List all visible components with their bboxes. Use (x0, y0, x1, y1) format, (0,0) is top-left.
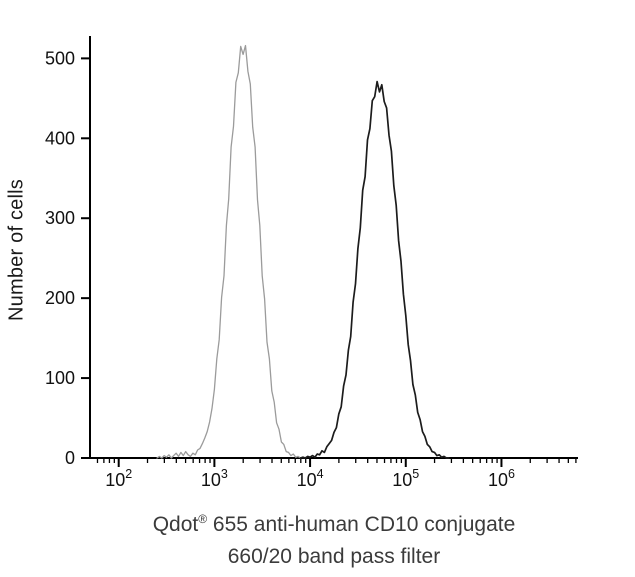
y-tick-label: 100 (45, 368, 75, 388)
caption-line-2: 660/20 band pass filter (227, 545, 441, 568)
registered-mark: ® (198, 512, 208, 526)
control-curve (156, 44, 306, 459)
caption-line-1: Qdot® 655 anti-human CD10 conjugate (34, 503, 634, 541)
y-axis-title: Number of cells (5, 179, 28, 321)
x-tick-label: 102 (105, 467, 132, 490)
x-tick-label: 103 (201, 467, 228, 490)
y-tick-label: 300 (45, 208, 75, 228)
chart-caption: Qdot® 655 anti-human CD10 conjugate 660/… (34, 503, 634, 573)
y-tick-label: 0 (65, 448, 75, 468)
y-tick-label: 200 (45, 288, 75, 308)
caption-rest: 655 anti-human CD10 conjugate (207, 513, 516, 536)
x-tick-label: 105 (392, 467, 419, 490)
caption-brand: Qdot (152, 513, 199, 536)
histogram-plot: 102 103 104 105 106 0 100 200 300 400 500 (45, 36, 578, 490)
stained-curve (299, 80, 450, 459)
x-tick-label: 104 (297, 467, 324, 490)
x-tick-label: 106 (488, 467, 515, 490)
y-tick-label: 500 (45, 48, 75, 68)
y-tick-label: 400 (45, 128, 75, 148)
